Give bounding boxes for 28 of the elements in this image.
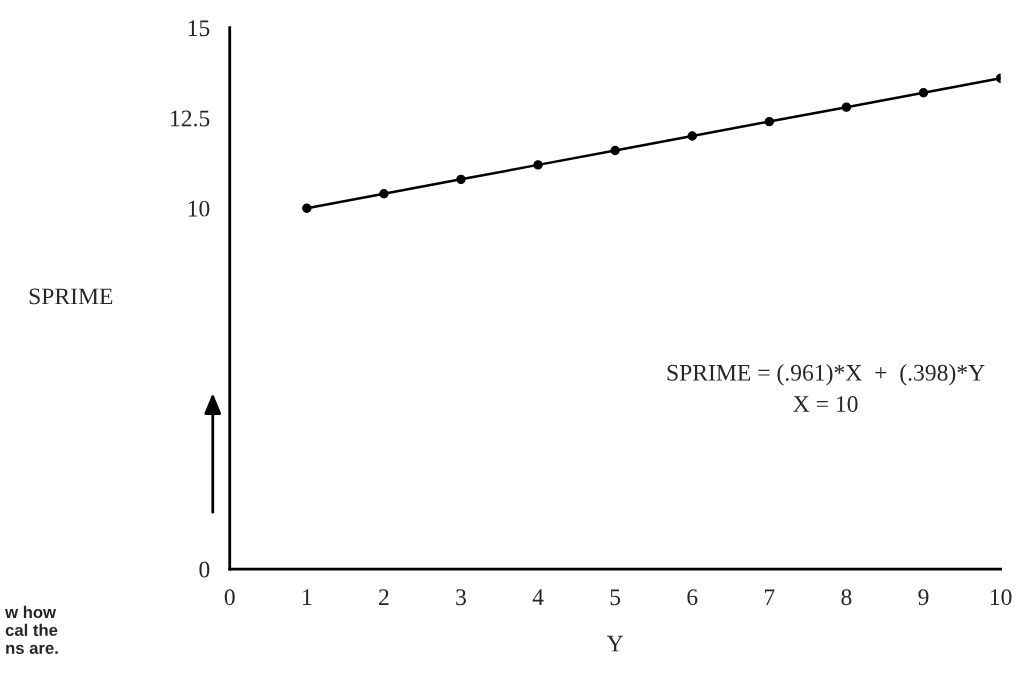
point <box>302 203 312 213</box>
x-tick-label: 7 <box>764 589 775 605</box>
x-tick-label: 6 <box>687 589 698 606</box>
point <box>533 160 543 170</box>
x-tick-label: 5 <box>610 589 621 606</box>
x-tick-label: 2 <box>379 589 389 605</box>
x-tick-label: 4 <box>532 589 544 605</box>
y-tick-label: 10 <box>188 200 210 217</box>
x-axis-title: Y <box>606 635 624 652</box>
x-tick-label: 10 <box>990 589 1012 606</box>
x-tick-label: 3 <box>456 589 466 606</box>
y-tick-label: 0 <box>199 561 210 578</box>
y-tick-label: 12.5 <box>171 110 210 127</box>
x-tick-label: 8 <box>841 589 852 606</box>
y-tick-label: 15 <box>188 20 210 37</box>
point <box>456 174 466 185</box>
point <box>687 131 697 141</box>
point <box>610 145 620 156</box>
annotation: SPRIME = (.961)*X + (.398)*Y X = 10 <box>667 364 985 412</box>
point <box>918 88 929 98</box>
x-tick-label: 9 <box>918 589 929 606</box>
text: w how cal the ns are. <box>5 605 58 654</box>
point <box>841 102 852 112</box>
point <box>379 189 389 199</box>
x-tick-label: 0 <box>224 589 235 606</box>
x-tick-label: 1 <box>302 589 312 605</box>
y-axis-title: SPRIME <box>29 288 113 305</box>
point <box>764 116 775 127</box>
